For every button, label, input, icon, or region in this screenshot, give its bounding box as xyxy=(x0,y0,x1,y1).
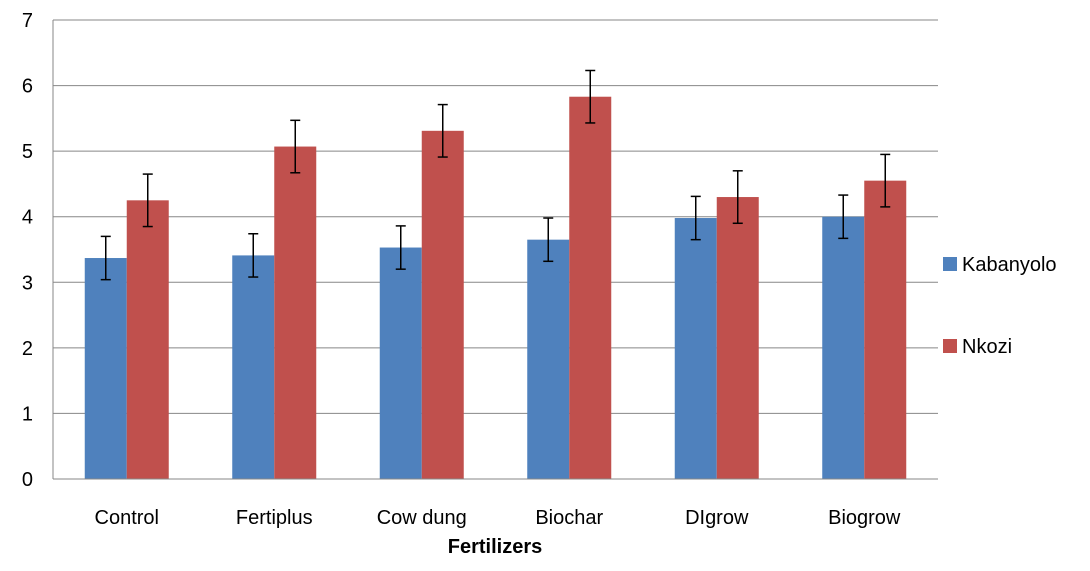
error-bar xyxy=(880,153,891,208)
y-tick-labels: 0 1 2 3 4 5 6 7 xyxy=(22,10,33,491)
error-bar xyxy=(142,173,153,228)
axes xyxy=(52,20,938,480)
y-tick-label: 5 xyxy=(22,141,33,163)
bar-nkozi-cow-dung xyxy=(421,130,464,479)
legend-item-nkozi: Nkozi xyxy=(943,336,1012,358)
error-bar xyxy=(690,195,701,241)
legend-label: Nkozi xyxy=(962,336,1012,358)
x-tick-label: Biogrow xyxy=(828,507,901,529)
bar-nkozi-biogrow xyxy=(864,180,907,479)
error-bar xyxy=(290,119,301,174)
bar-nkozi-fertiplus xyxy=(274,146,317,479)
bar-nkozi-biochar xyxy=(569,96,612,480)
bar-kabanyolo-biogrow xyxy=(822,216,865,479)
legend-item-kabanyolo: Kabanyolo xyxy=(943,254,1057,276)
bars xyxy=(84,96,907,480)
bar-nkozi-control xyxy=(126,200,169,480)
legend-swatch xyxy=(943,257,957,271)
bar-kabanyolo-fertiplus xyxy=(232,255,275,479)
x-tick-label: Control xyxy=(95,507,159,529)
bar-kabanyolo-digrow xyxy=(674,218,717,480)
legend-label: Kabanyolo xyxy=(962,254,1057,276)
x-tick-label: Biochar xyxy=(535,507,603,529)
x-axis-title: Fertilizers xyxy=(448,536,542,558)
x-tick-labels: Control Fertiplus Cow dung Biochar DIgrow Bio… xyxy=(95,507,901,529)
y-tick-label: 0 xyxy=(22,469,33,491)
y-tick-label: 7 xyxy=(22,10,33,32)
y-tick-label: 6 xyxy=(22,76,33,98)
legend: Kabanyolo Nkozi xyxy=(943,254,1057,358)
x-tick-label: Cow dung xyxy=(377,507,467,529)
y-tick-label: 2 xyxy=(22,338,33,360)
error-bar xyxy=(838,194,849,240)
gridlines xyxy=(53,19,938,414)
legend-swatch xyxy=(943,339,957,353)
y-tick-label: 4 xyxy=(22,207,33,229)
bar-kabanyolo-control xyxy=(84,258,127,479)
error-bar xyxy=(100,235,111,281)
error-bar xyxy=(395,225,406,270)
error-bar xyxy=(732,170,743,225)
error-bars xyxy=(100,69,891,281)
error-bar xyxy=(585,69,596,124)
y-tick-label: 3 xyxy=(22,272,33,294)
x-tick-label: DIgrow xyxy=(685,507,749,529)
y-tick-label: 1 xyxy=(22,403,33,425)
bar-nkozi-digrow xyxy=(716,197,759,480)
error-bar xyxy=(437,103,448,158)
bar-kabanyolo-biochar xyxy=(527,239,570,479)
error-bar xyxy=(543,217,554,263)
bar-kabanyolo-cow-dung xyxy=(379,247,422,479)
x-tick-label: Fertiplus xyxy=(236,507,313,529)
error-bar xyxy=(248,233,259,278)
